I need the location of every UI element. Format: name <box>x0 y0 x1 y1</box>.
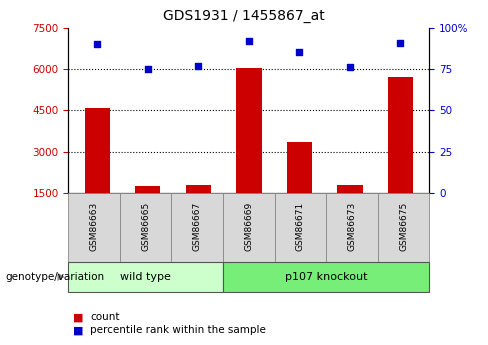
Bar <box>186 185 211 235</box>
Bar <box>337 186 363 235</box>
Text: GSM86663: GSM86663 <box>90 202 99 251</box>
Point <box>195 63 203 68</box>
Text: GSM86671: GSM86671 <box>296 202 305 251</box>
Bar <box>378 193 429 262</box>
Text: GSM86675: GSM86675 <box>399 202 408 251</box>
Bar <box>223 262 429 292</box>
Text: ■: ■ <box>73 325 84 335</box>
Text: GSM86665: GSM86665 <box>141 202 150 251</box>
Text: percentile rank within the sample: percentile rank within the sample <box>90 325 266 335</box>
Bar <box>275 193 326 262</box>
Text: genotype/variation: genotype/variation <box>5 272 104 282</box>
Bar <box>68 262 223 292</box>
Text: GSM86669: GSM86669 <box>244 202 253 251</box>
Point <box>346 65 354 70</box>
Point <box>94 41 102 47</box>
Point <box>295 50 303 55</box>
Text: count: count <box>90 313 120 322</box>
Text: GSM86667: GSM86667 <box>193 202 202 251</box>
Polygon shape <box>58 273 64 281</box>
Bar <box>171 193 223 262</box>
Bar <box>223 193 275 262</box>
Text: ■: ■ <box>73 313 84 322</box>
Bar <box>236 68 262 235</box>
Bar <box>388 77 413 235</box>
Text: wild type: wild type <box>120 272 171 282</box>
Point <box>396 40 404 45</box>
Bar <box>287 142 312 235</box>
Text: GDS1931 / 1455867_at: GDS1931 / 1455867_at <box>163 9 325 23</box>
Text: GSM86673: GSM86673 <box>347 202 357 251</box>
Bar <box>120 193 171 262</box>
Bar <box>326 193 378 262</box>
Bar <box>68 193 120 262</box>
Point <box>245 38 253 43</box>
Point <box>144 66 152 72</box>
Text: p107 knockout: p107 knockout <box>285 272 367 282</box>
Bar <box>135 186 161 235</box>
Bar <box>85 108 110 235</box>
